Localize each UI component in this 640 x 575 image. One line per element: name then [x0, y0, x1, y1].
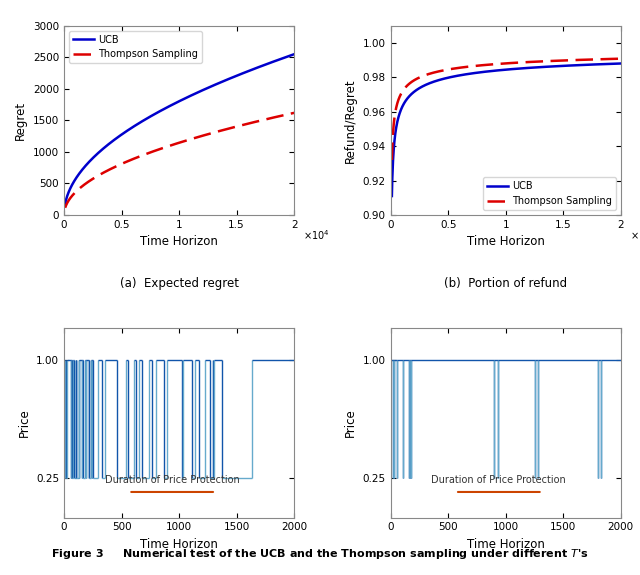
UCB [61, 200, 69, 207]
Line: Thompson Sampling: Thompson Sampling [65, 113, 294, 208]
Legend: UCB, Thompson Sampling: UCB, Thompson Sampling [69, 30, 202, 63]
Text: Duration of Price Protection: Duration of Price Protection [105, 476, 239, 485]
UCB [617, 60, 625, 67]
Thompson Sampling [162, 144, 170, 151]
Thompson Sampling [240, 121, 248, 128]
UCB [240, 70, 248, 76]
UCB [571, 62, 579, 69]
Thompson Sampling [154, 147, 161, 154]
Line: UCB: UCB [392, 63, 621, 196]
Legend: UCB, Thompson Sampling: UCB, Thompson Sampling [483, 178, 616, 210]
UCB [84, 159, 92, 166]
UCB [218, 78, 226, 85]
Thompson Sampling [244, 120, 252, 127]
Thompson Sampling [218, 127, 226, 134]
Thompson Sampling [545, 58, 553, 64]
Thompson Sampling [61, 204, 69, 211]
Thompson Sampling [388, 156, 396, 163]
UCB [154, 109, 161, 116]
Thompson Sampling [84, 178, 92, 185]
UCB [489, 67, 497, 74]
Y-axis label: Price: Price [344, 409, 357, 438]
UCB [162, 105, 170, 112]
Text: $\times10^4$: $\times10^4$ [303, 228, 330, 242]
X-axis label: Time Horizon: Time Horizon [467, 235, 545, 248]
Text: Duration of Price Protection: Duration of Price Protection [431, 476, 566, 485]
Line: Thompson Sampling: Thompson Sampling [392, 59, 621, 160]
Title: (b)  Portion of refund: (b) Portion of refund [444, 277, 567, 290]
UCB [291, 51, 298, 58]
Thompson Sampling [489, 61, 497, 68]
Title: (a)  Expected regret: (a) Expected regret [120, 277, 239, 290]
UCB [545, 63, 553, 70]
Line: UCB: UCB [65, 54, 294, 204]
Thompson Sampling [617, 55, 625, 62]
UCB [566, 62, 574, 69]
Thompson Sampling [571, 56, 579, 63]
X-axis label: Time Horizon: Time Horizon [140, 235, 218, 248]
UCB [244, 68, 252, 75]
X-axis label: Time Horizon: Time Horizon [140, 538, 218, 551]
Thompson Sampling [412, 76, 419, 83]
Thompson Sampling [566, 57, 574, 64]
Thompson Sampling [481, 62, 488, 68]
X-axis label: Time Horizon: Time Horizon [467, 538, 545, 551]
UCB [481, 68, 488, 75]
Y-axis label: Regret: Regret [14, 101, 28, 140]
UCB [412, 87, 419, 94]
Text: $\times10^4$: $\times10^4$ [630, 228, 640, 242]
Y-axis label: Refund/Regret: Refund/Regret [344, 78, 357, 163]
Thompson Sampling [291, 109, 298, 116]
Text: Figure 3     Numerical test of the UCB and the Thompson sampling under different: Figure 3 Numerical test of the UCB and t… [51, 547, 589, 561]
UCB [388, 193, 396, 200]
Y-axis label: Price: Price [17, 409, 31, 438]
